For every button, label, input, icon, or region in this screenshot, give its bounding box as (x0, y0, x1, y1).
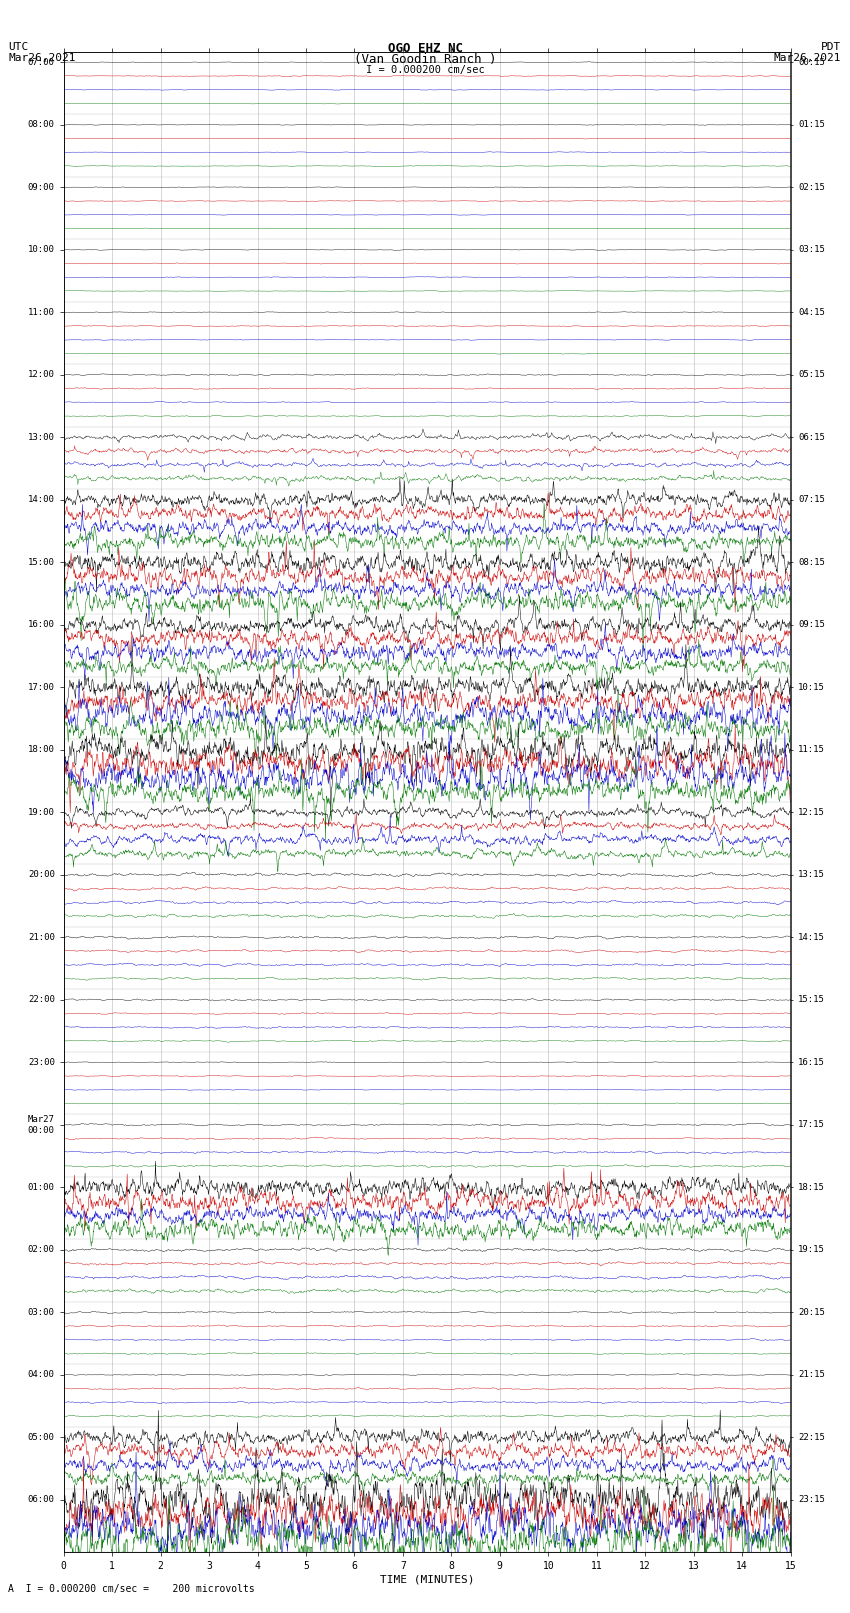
Text: Mar26,2021: Mar26,2021 (8, 53, 76, 63)
Text: UTC: UTC (8, 42, 29, 52)
Text: PDT: PDT (821, 42, 842, 52)
Text: I = 0.000200 cm/sec: I = 0.000200 cm/sec (366, 65, 484, 74)
X-axis label: TIME (MINUTES): TIME (MINUTES) (380, 1574, 474, 1586)
Text: OGO EHZ NC: OGO EHZ NC (388, 42, 462, 55)
Text: (Van Goodin Ranch ): (Van Goodin Ranch ) (354, 53, 496, 66)
Text: Mar26,2021: Mar26,2021 (774, 53, 842, 63)
Text: A  I = 0.000200 cm/sec =    200 microvolts: A I = 0.000200 cm/sec = 200 microvolts (8, 1584, 255, 1594)
